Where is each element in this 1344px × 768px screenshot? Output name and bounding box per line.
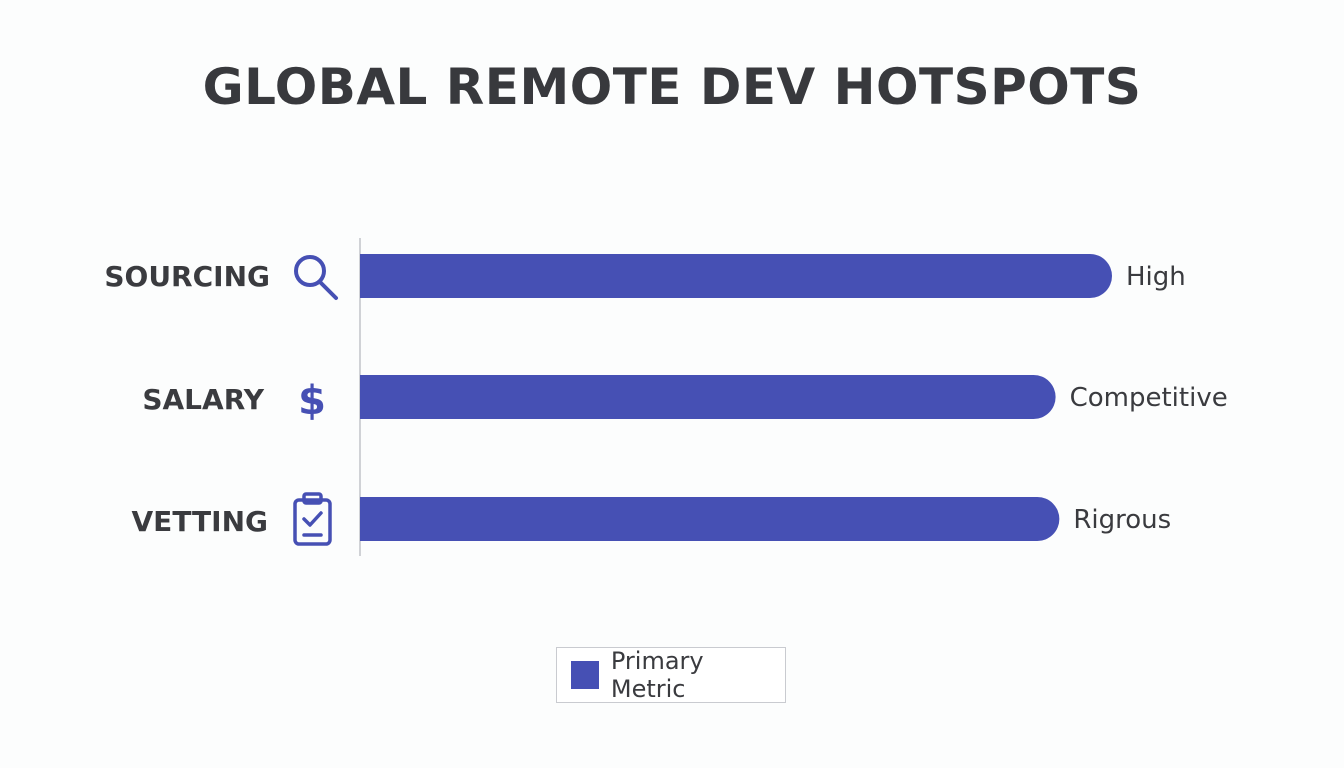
dollar-icon: $ <box>298 378 326 424</box>
bars-layer: High Competitive Rigrous <box>360 254 1228 541</box>
bar-vetting <box>360 497 1060 541</box>
value-label-salary: Competitive <box>1070 383 1228 413</box>
category-label-vetting: VETTING <box>132 505 268 538</box>
legend: Primary Metric <box>556 647 786 703</box>
category-label-salary: SALARY <box>142 383 264 416</box>
bar-sourcing <box>360 254 1112 298</box>
search-icon <box>294 255 338 300</box>
category-label-sourcing: SOURCING <box>104 260 270 293</box>
bar-salary <box>360 375 1056 419</box>
value-label-vetting: Rigrous <box>1073 505 1171 535</box>
legend-swatch <box>571 661 599 689</box>
clipboard-check-icon <box>293 492 332 546</box>
legend-label: Primary Metric <box>610 647 704 703</box>
chart-title: GLOBAL REMOTE DEV HOTSPOTS <box>202 58 1142 116</box>
value-label-sourcing: High <box>1126 262 1186 292</box>
